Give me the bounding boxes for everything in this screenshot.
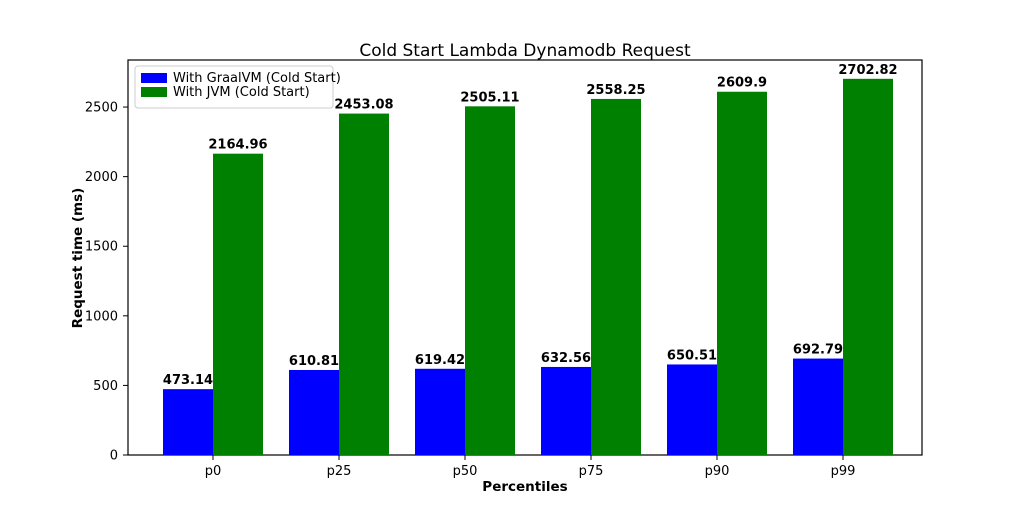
y-tick-label: 0 [110,449,118,464]
legend-label-graalvm: With GraalVM (Cold Start) [173,71,341,86]
bar-jvm-p0 [213,153,263,455]
bar-value-label: 2505.11 [460,90,519,105]
y-axis-label: Request time (ms) [70,188,86,329]
bar-graalvm-p75 [541,366,591,455]
legend-item-jvm: With JVM (Cold Start) [141,85,310,100]
bar-jvm-p75 [591,98,641,455]
x-tick-label-p50: p50 [453,464,478,479]
x-axis-label: Percentiles [482,479,567,495]
bar-value-label: 619.42 [415,353,465,368]
bar-jvm-p50 [465,106,515,456]
y-tick-label: 2500 [85,101,118,116]
x-tick-label-p90: p90 [705,464,730,479]
bar-graalvm-p99 [793,358,843,455]
legend: With GraalVM (Cold Start) With JVM (Cold… [134,65,341,109]
bar-value-label: 650.51 [667,348,717,363]
bar-jvm-p90 [717,91,767,456]
bar-value-label: 2164.96 [208,138,267,153]
ticks-layer: 0 500 1000 1500 2000 2500 p0 p25 p50 p75 p90 p99 [85,101,855,479]
bar-value-label: 2453.08 [334,98,393,113]
bar-value-label: 2702.82 [838,63,897,78]
plot-area-border [127,59,923,456]
bar-jvm-p99 [843,78,893,455]
bar-value-label: 2609.9 [717,76,767,91]
bar-graalvm-p50 [415,368,465,455]
y-tick-label: 1500 [85,240,118,255]
x-tick-label-p25: p25 [327,464,352,479]
legend-item-graalvm: With GraalVM (Cold Start) [141,71,341,86]
y-tick-label: 1000 [85,309,118,324]
bar-graalvm-p90 [667,364,717,455]
bar-value-label: 610.81 [289,354,339,369]
y-tick-label: 500 [93,379,118,394]
bar-value-label: 2558.25 [586,83,645,98]
value-labels-layer: 473.14 610.81 619.42 632.56 650.51 692.79 2164… [163,63,898,388]
bar-jvm-p25 [339,113,389,456]
bar-value-label: 632.56 [541,351,591,366]
bars-layer [163,78,893,456]
legend-label-jvm: With JVM (Cold Start) [173,85,310,100]
x-tick-label-p0: p0 [205,464,222,479]
legend-swatch-jvm [141,87,167,97]
legend-swatch-graalvm [141,73,167,83]
x-tick-label-p75: p75 [579,464,604,479]
legend-box [134,65,334,109]
bar-value-label: 473.14 [163,373,213,388]
y-tick-label: 2000 [85,170,118,185]
bar-graalvm-p25 [289,369,339,455]
bar-graalvm-p0 [163,389,213,455]
x-tick-label-p99: p99 [831,464,856,479]
chart-title: Cold Start Lambda Dynamodb Request [359,41,691,61]
bar-value-label: 692.79 [793,343,843,358]
